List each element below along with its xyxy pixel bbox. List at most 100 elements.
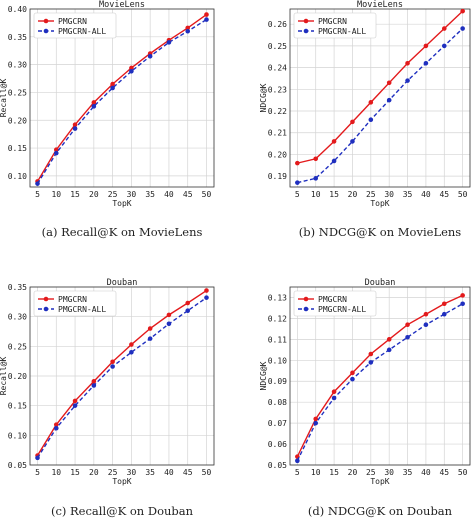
x-tick-label: 30 xyxy=(127,190,137,199)
data-point xyxy=(185,28,191,34)
x-tick-label: 20 xyxy=(348,468,358,477)
data-point xyxy=(460,26,465,31)
legend-marker xyxy=(303,18,309,24)
y-tick-label: 0.13 xyxy=(268,293,287,302)
y-tick-label: 0.40 xyxy=(8,5,27,14)
y-axis-label: NDCG@K xyxy=(259,83,268,112)
x-tick-label: 50 xyxy=(202,468,212,477)
data-point xyxy=(129,349,134,355)
data-point xyxy=(350,370,355,376)
x-tick-label: 20 xyxy=(89,468,99,477)
x-tick-label: 25 xyxy=(366,190,376,199)
chart-title: MovieLens xyxy=(99,0,145,10)
y-tick-label: 0.11 xyxy=(268,335,287,344)
legend-marker xyxy=(43,306,49,312)
x-tick-label: 50 xyxy=(458,190,468,199)
data-point xyxy=(386,80,392,86)
y-tick-label: 0.25 xyxy=(268,42,287,51)
y-tick-label: 0.30 xyxy=(8,61,27,70)
x-tick-label: 30 xyxy=(127,468,137,477)
x-tick-label: 45 xyxy=(183,190,193,199)
x-tick-label: 40 xyxy=(421,468,431,477)
data-point xyxy=(441,311,447,317)
data-point xyxy=(386,347,392,353)
y-tick-label: 0.22 xyxy=(268,107,287,116)
y-tick-label: 0.21 xyxy=(268,129,287,138)
data-point xyxy=(423,322,429,327)
legend-marker xyxy=(303,296,309,302)
series-line-pmgcrn xyxy=(36,13,207,182)
data-point xyxy=(147,326,153,331)
plot-frame xyxy=(289,286,471,466)
data-point xyxy=(110,364,115,369)
data-point xyxy=(72,398,78,404)
legend-label: PMGCRN xyxy=(58,17,87,26)
x-tick-label: 15 xyxy=(70,190,80,199)
plot-frame xyxy=(289,8,471,188)
data-point xyxy=(91,383,97,388)
y-axis-label: NDCG@K xyxy=(259,361,268,390)
data-point xyxy=(110,81,115,87)
y-tick-label: 0.09 xyxy=(268,377,287,386)
legend-marker xyxy=(303,28,309,34)
data-point xyxy=(313,416,319,422)
data-point xyxy=(204,295,209,300)
series-line-pmgcrn-all xyxy=(36,18,207,185)
data-point xyxy=(91,100,97,105)
x-tick-label: 35 xyxy=(145,468,155,477)
y-tick-label: 0.35 xyxy=(8,33,27,42)
legend-label: PMGCRN-ALL xyxy=(58,27,106,36)
data-point xyxy=(423,60,429,66)
x-tick-label: 25 xyxy=(108,190,118,199)
x-tick-label: 45 xyxy=(439,468,449,477)
y-tick-label: 0.20 xyxy=(268,150,287,159)
y-tick-label: 0.10 xyxy=(268,356,287,365)
data-point xyxy=(147,53,153,59)
x-tick-label: 40 xyxy=(421,190,431,199)
data-point xyxy=(110,85,115,91)
panel-a: 0.10 0.15 0.20 0.25 0.30 0.35 0.40 5 10 15 20 25 30 3… xyxy=(0,0,215,239)
series-line-pmgcrn-all xyxy=(297,28,464,184)
data-point xyxy=(386,97,392,103)
data-point xyxy=(35,455,40,461)
legend-marker xyxy=(43,296,49,302)
data-point xyxy=(350,119,355,125)
y-tick-label: 0.20 xyxy=(8,116,27,125)
data-point xyxy=(368,117,374,123)
data-point xyxy=(441,301,447,307)
x-tick-label: 5 xyxy=(295,468,300,477)
y-tick-label: 0.19 xyxy=(268,172,287,181)
subfigure-caption: (b) NDCG@K on MovieLens xyxy=(299,225,462,239)
data-point xyxy=(331,395,337,401)
subfigure-caption: (c) Recall@K on Douban xyxy=(51,504,194,518)
x-tick-label: 10 xyxy=(51,190,61,199)
data-point xyxy=(295,160,300,166)
legend xyxy=(33,12,117,39)
y-tick-label: 0.15 xyxy=(8,144,27,153)
y-tick-label: 0.26 xyxy=(268,20,287,29)
data-point xyxy=(204,288,209,293)
x-tick-label: 15 xyxy=(329,468,339,477)
chart-title: Douban xyxy=(107,278,138,288)
x-tick-label: 15 xyxy=(329,190,339,199)
series-line-pmgcrn xyxy=(296,294,463,457)
legend xyxy=(293,12,377,39)
legend-marker xyxy=(303,306,309,312)
data-point xyxy=(204,17,209,22)
data-point xyxy=(53,147,59,153)
plot-frame xyxy=(29,8,215,188)
data-point xyxy=(368,100,374,105)
data-point xyxy=(129,65,134,71)
data-point xyxy=(185,300,191,306)
x-tick-label: 5 xyxy=(295,190,300,199)
data-point xyxy=(460,301,465,307)
data-point xyxy=(91,379,97,384)
data-point xyxy=(110,359,115,365)
data-point xyxy=(331,158,337,164)
data-point xyxy=(166,40,172,45)
data-point xyxy=(423,43,429,49)
data-point xyxy=(91,104,97,109)
data-point xyxy=(441,43,447,49)
legend-marker xyxy=(43,28,49,34)
data-point xyxy=(185,308,191,314)
